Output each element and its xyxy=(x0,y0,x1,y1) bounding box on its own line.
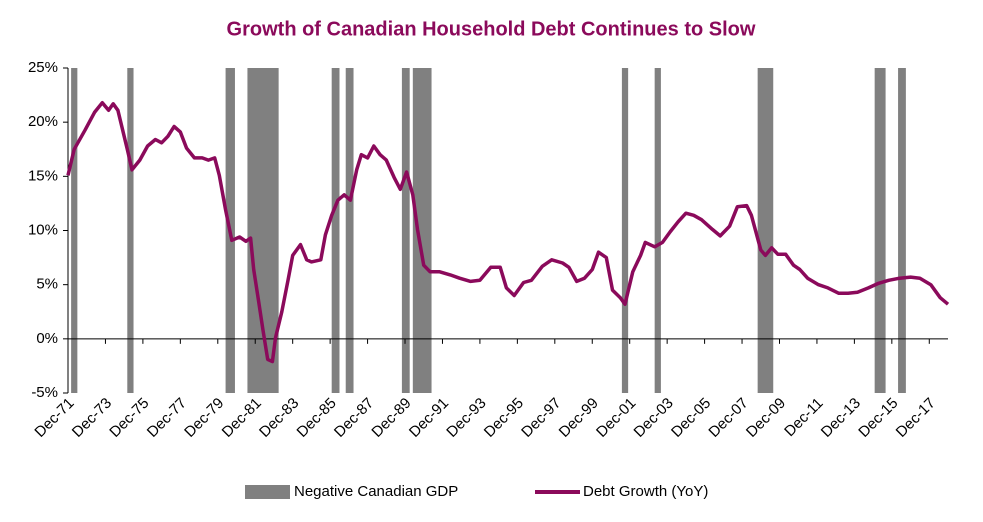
x-tick-label: Dec-79 xyxy=(181,395,227,441)
x-tick-label: Dec-05 xyxy=(668,395,714,441)
legend-swatch xyxy=(245,485,290,499)
shaded-period xyxy=(401,68,410,393)
shaded-period xyxy=(898,68,906,393)
y-tick-label: 15% xyxy=(28,167,58,184)
shaded-period xyxy=(874,68,886,393)
x-tick-label: Dec-01 xyxy=(593,395,639,441)
legend-label: Debt Growth (YoY) xyxy=(583,483,708,500)
x-tick-label: Dec-87 xyxy=(331,395,377,441)
y-tick-label: 20% xyxy=(28,113,58,130)
x-tick-label: Dec-09 xyxy=(743,395,789,441)
x-tick-label: Dec-15 xyxy=(855,395,901,441)
x-tick-label: Dec-75 xyxy=(106,395,152,441)
shaded-period xyxy=(654,68,661,393)
shaded-period xyxy=(345,68,354,393)
shaded-period xyxy=(71,68,78,393)
x-tick-label: Dec-97 xyxy=(518,395,564,441)
shaded-period xyxy=(331,68,340,393)
x-tick-label: Dec-91 xyxy=(406,395,452,441)
y-tick-label: 10% xyxy=(28,221,58,238)
x-tick-label: Dec-93 xyxy=(443,395,489,441)
y-tick-label: -5% xyxy=(31,384,58,401)
y-tick-label: 5% xyxy=(36,276,58,293)
shaded-period xyxy=(621,68,629,393)
x-tick-label: Dec-77 xyxy=(144,395,190,441)
x-tick-label: Dec-83 xyxy=(256,395,302,441)
x-tick-label: Dec-99 xyxy=(556,395,602,441)
x-tick-label: Dec-71 xyxy=(31,395,77,441)
chart-title: Growth of Canadian Household Debt Contin… xyxy=(227,18,756,40)
x-tick-label: Dec-95 xyxy=(481,395,527,441)
x-tick-label: Dec-11 xyxy=(781,395,826,440)
y-tick-label: 0% xyxy=(36,330,58,347)
x-tick-label: Dec-73 xyxy=(69,395,115,441)
x-tick-label: Dec-13 xyxy=(818,395,864,441)
x-tick-label: Dec-17 xyxy=(893,395,939,441)
x-tick-label: Dec-03 xyxy=(631,395,677,441)
x-tick-label: Dec-07 xyxy=(705,395,751,441)
x-tick-label: Dec-89 xyxy=(368,395,414,441)
shaded-period xyxy=(412,68,432,393)
x-tick-label: Dec-85 xyxy=(294,395,340,441)
shaded-period xyxy=(757,68,774,393)
legend-label: Negative Canadian GDP xyxy=(294,483,458,500)
x-tick-label: Dec-81 xyxy=(219,395,265,441)
data-line xyxy=(66,100,950,364)
shaded-period xyxy=(127,68,134,393)
y-tick-label: 25% xyxy=(28,59,58,76)
